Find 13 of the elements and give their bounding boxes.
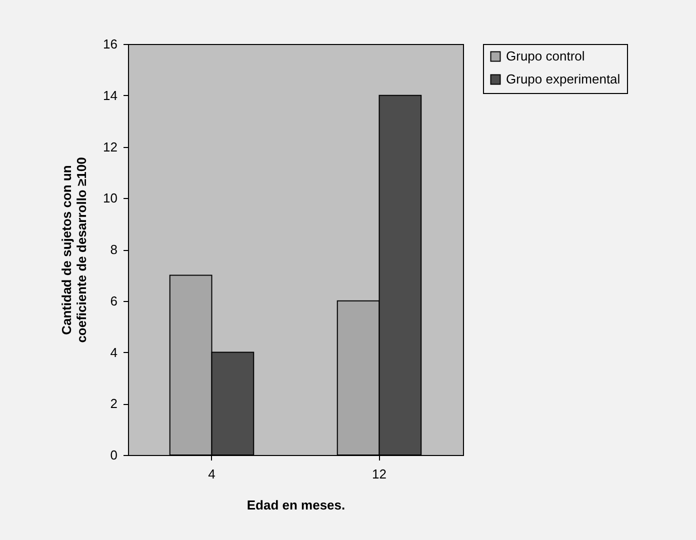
y-tick-label: 10: [103, 190, 118, 206]
y-tick-label: 12: [103, 139, 118, 154]
y-tick-label: 14: [103, 88, 118, 103]
y-tick-label: 16: [103, 36, 118, 52]
y-axis-title: Cantidad de sujetos con un coeficiente de desarrollo ≥100: [59, 157, 90, 343]
legend-label: Grupo experimental: [506, 72, 620, 86]
y-tick-label: 2: [110, 396, 118, 412]
y-tick-label: 6: [110, 293, 118, 308]
legend-label: Grupo control: [506, 48, 585, 64]
y-tick-label: 4: [110, 344, 118, 360]
x-axis-title: Edad en meses.: [246, 498, 346, 512]
y-tick-label: 0: [110, 448, 118, 462]
y-tick-label: 8: [110, 242, 118, 257]
